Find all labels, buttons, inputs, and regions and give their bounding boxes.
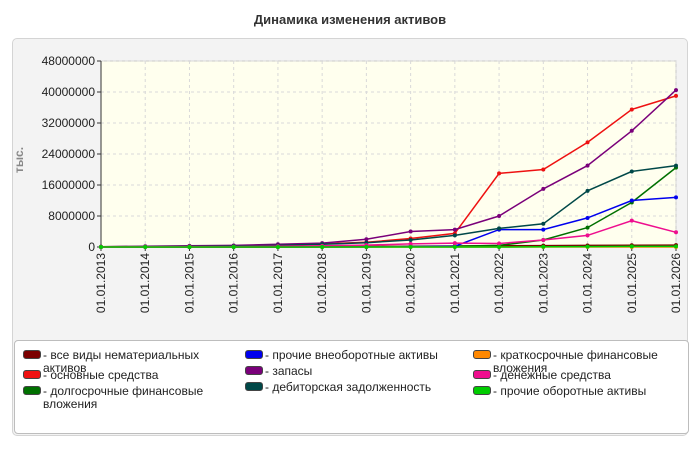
- legend-swatch: [473, 370, 491, 379]
- grid: [100, 60, 677, 248]
- legend-swatch: [473, 350, 491, 359]
- data-point: [629, 128, 634, 133]
- data-point: [497, 245, 502, 249]
- data-point: [585, 233, 590, 238]
- series-lines: [99, 88, 678, 249]
- data-point: [674, 93, 678, 98]
- legend-swatch: [23, 350, 41, 359]
- legend-swatch: [23, 370, 41, 379]
- legend-label: - основные средства: [43, 368, 159, 382]
- data-point: [452, 241, 457, 246]
- data-point: [585, 188, 590, 193]
- data-point: [674, 88, 678, 93]
- data-point: [143, 245, 148, 249]
- data-point: [541, 244, 546, 249]
- data-point: [674, 163, 678, 168]
- y-axis-label: тыс.: [12, 147, 26, 173]
- data-point: [541, 167, 546, 172]
- legend-swatch: [245, 350, 263, 359]
- x-tick-label: 01.01.2016: [227, 253, 241, 313]
- data-point: [408, 229, 413, 234]
- data-point: [231, 245, 236, 249]
- x-tick-label: 01.01.2021: [448, 253, 462, 313]
- legend-label: - краткосрочные финансовые вложения: [493, 348, 658, 375]
- legend-label: - все виды нематериальных активов: [43, 348, 200, 375]
- x-tick-label: 01.01.2014: [138, 253, 152, 313]
- series-othercur: [99, 244, 678, 249]
- data-point: [541, 238, 546, 243]
- data-point: [452, 245, 457, 249]
- plot-area: [100, 60, 677, 248]
- x-tick-label: 01.01.2025: [625, 253, 639, 313]
- data-point: [187, 245, 192, 249]
- legend-label: - прочие оборотные активы: [493, 384, 647, 398]
- y-tick-label: 16000000: [42, 178, 96, 192]
- data-point: [497, 226, 502, 231]
- y-tick-label: 32000000: [42, 116, 96, 130]
- y-tick-label: 24000000: [42, 147, 96, 161]
- x-tick-label: 01.01.2026: [669, 253, 683, 313]
- legend-label: - дебиторская задолженность: [265, 380, 432, 394]
- y-tick-label: 0: [88, 240, 95, 254]
- data-point: [674, 230, 678, 235]
- x-tick-label: 01.01.2013: [94, 253, 108, 313]
- data-point: [629, 244, 634, 249]
- x-tick-label: 01.01.2018: [315, 253, 329, 313]
- data-point: [408, 245, 413, 249]
- data-point: [541, 221, 546, 226]
- data-point: [541, 186, 546, 191]
- data-point: [629, 198, 634, 203]
- data-point: [674, 195, 678, 200]
- y-tick-label: 48000000: [42, 54, 96, 68]
- x-tick-label: 01.01.2022: [492, 253, 506, 313]
- legend-swatch: [23, 386, 41, 395]
- y-axis: 0 8000000 16000000 24000000 32000000 40000000…: [42, 54, 102, 254]
- legend-swatch: [245, 382, 263, 391]
- data-point: [99, 245, 103, 249]
- x-tick-label: 01.01.2019: [359, 253, 373, 313]
- legend-label: - денежные средства: [493, 368, 611, 382]
- legend-label: - запасы: [265, 364, 313, 378]
- x-tick-label: 01.01.2020: [404, 253, 418, 313]
- legend: - все виды нематериальных активов - основ…: [14, 340, 689, 434]
- data-point: [408, 241, 413, 246]
- data-point: [585, 215, 590, 220]
- line-chart: 0 8000000 16000000 24000000 32000000 40000000…: [12, 54, 683, 313]
- legend-label: - прочие внеоборотные активы: [265, 348, 438, 362]
- chart-title: Динамика изменения активов: [253, 12, 447, 27]
- data-point: [497, 171, 502, 176]
- data-point: [497, 241, 502, 246]
- data-point: [275, 245, 280, 249]
- series-line: [101, 245, 676, 248]
- legend-label: - долгосрочные финансовые вложения: [43, 384, 204, 411]
- y-tick-label: 8000000: [48, 209, 95, 223]
- data-point: [629, 218, 634, 223]
- y-tick-label: 40000000: [42, 85, 96, 99]
- data-point: [674, 244, 678, 249]
- data-point: [585, 244, 590, 249]
- data-point: [629, 169, 634, 174]
- x-tick-label: 01.01.2015: [182, 253, 196, 313]
- legend-swatch: [245, 366, 263, 375]
- data-point: [364, 245, 369, 249]
- x-tick-label: 01.01.2023: [536, 253, 550, 313]
- data-point: [364, 237, 369, 242]
- data-point: [585, 225, 590, 230]
- x-axis: 01.01.2013 01.01.2014 01.01.2015 01.01.2016…: [94, 246, 683, 313]
- data-point: [452, 233, 457, 238]
- x-tick-label: 01.01.2017: [271, 253, 285, 313]
- data-point: [585, 163, 590, 168]
- data-point: [541, 227, 546, 232]
- data-point: [497, 214, 502, 218]
- data-point: [629, 107, 634, 112]
- x-tick-label: 01.01.2024: [581, 253, 595, 313]
- data-point: [320, 245, 325, 249]
- data-point: [452, 227, 457, 232]
- data-point: [585, 140, 590, 145]
- legend-swatch: [473, 386, 491, 395]
- data-point: [408, 238, 413, 243]
